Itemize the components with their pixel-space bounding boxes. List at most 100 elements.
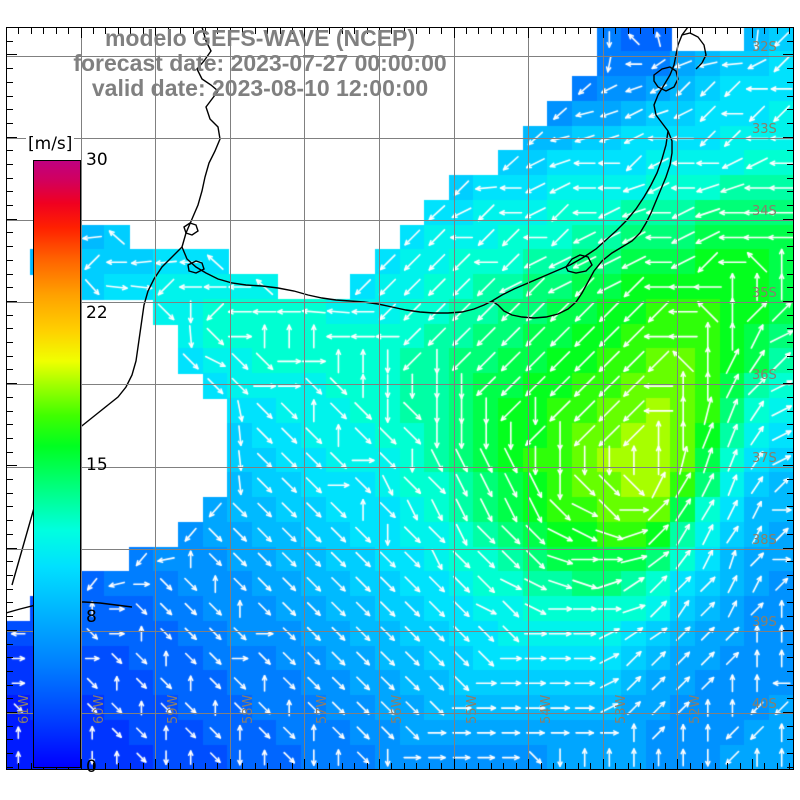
axis-tick-left (6, 465, 17, 466)
longitude-label: 52W (688, 694, 703, 724)
gridline-latitude (6, 384, 794, 385)
axis-tick-left (6, 657, 13, 658)
gridline-longitude (155, 27, 156, 770)
axis-tick-right (787, 109, 794, 110)
axis-tick-bottom (267, 763, 268, 770)
axis-tick-left (6, 68, 13, 69)
gridline-longitude (304, 27, 305, 770)
axis-tick-left (6, 479, 13, 480)
axis-tick-bottom (702, 763, 703, 770)
axis-tick-right (787, 452, 794, 453)
axis-tick-top (478, 27, 479, 34)
axis-tick-left (6, 328, 13, 329)
axis-tick-left (6, 438, 13, 439)
axis-tick-top (105, 27, 106, 34)
axis-tick-top (740, 27, 741, 34)
axis-tick-top (193, 27, 194, 34)
axis-tick-top (404, 27, 405, 34)
axis-tick-left (6, 698, 13, 699)
axis-tick-left (6, 82, 13, 83)
axis-tick-right (787, 411, 794, 412)
latitude-label: 39S (752, 615, 777, 630)
axis-tick-left (6, 178, 13, 179)
axis-tick-left (6, 767, 13, 768)
axis-tick-left (6, 726, 13, 727)
axis-tick-right (787, 589, 794, 590)
axis-tick-top (6, 27, 7, 38)
axis-tick-top (615, 27, 616, 34)
axis-tick-bottom (628, 763, 629, 770)
axis-tick-bottom (31, 763, 32, 770)
axis-tick-top (242, 27, 243, 34)
gridline-latitude (6, 56, 794, 57)
axis-tick-right (787, 397, 794, 398)
longitude-label: 59W (166, 694, 181, 724)
axis-tick-top (590, 27, 591, 34)
axis-tick-right (783, 219, 794, 220)
axis-tick-bottom (441, 763, 442, 770)
axis-tick-bottom (143, 763, 144, 770)
axis-tick-bottom (764, 763, 765, 770)
axis-tick-bottom (317, 763, 318, 770)
axis-tick-top (603, 27, 604, 38)
axis-tick-right (787, 68, 794, 69)
axis-tick-bottom (379, 759, 380, 770)
axis-tick-right (787, 178, 794, 179)
axis-tick-top (516, 27, 517, 34)
axis-tick-top (690, 27, 691, 34)
axis-tick-top (217, 27, 218, 34)
axis-tick-left (6, 493, 13, 494)
axis-tick-bottom (690, 763, 691, 770)
axis-tick-bottom (565, 763, 566, 770)
axis-tick-bottom (491, 763, 492, 770)
axis-tick-left (6, 315, 13, 316)
axis-tick-bottom (168, 763, 169, 770)
axis-tick-right (783, 712, 794, 713)
axis-tick-bottom (478, 763, 479, 770)
axis-tick-left (6, 356, 13, 357)
axis-tick-left (6, 616, 13, 617)
axis-tick-left (6, 739, 13, 740)
axis-tick-right (787, 739, 794, 740)
axis-tick-left (6, 219, 17, 220)
axis-tick-top (280, 27, 281, 34)
axis-tick-top (168, 27, 169, 34)
axis-tick-left (6, 260, 13, 261)
axis-tick-right (787, 82, 794, 83)
axis-tick-top (43, 27, 44, 34)
gridline-longitude (454, 27, 455, 770)
axis-tick-right (783, 383, 794, 384)
axis-tick-left (6, 520, 13, 521)
axis-tick-left (6, 342, 13, 343)
axis-tick-top (503, 27, 504, 34)
axis-tick-top (342, 27, 343, 34)
gridline-latitude (6, 713, 794, 714)
axis-tick-top (329, 27, 330, 34)
axis-tick-top (230, 27, 231, 38)
axis-tick-top (702, 27, 703, 34)
latitude-label: 40S (752, 697, 777, 712)
axis-tick-bottom (193, 763, 194, 770)
map-plot-area[interactable]: 61W 60W 59W 58W 57W 56W 55W 54W 53W 52W 32S 33S 34S 3… (6, 27, 794, 770)
axis-tick-left (6, 534, 13, 535)
axis-tick-right (787, 96, 794, 97)
axis-tick-bottom (329, 763, 330, 770)
latitude-label: 38S (752, 533, 777, 548)
axis-tick-right (787, 438, 794, 439)
axis-tick-right (787, 616, 794, 617)
axis-tick-left (6, 109, 13, 110)
axis-tick-bottom (280, 763, 281, 770)
axis-tick-top (665, 27, 666, 34)
gridline-latitude (6, 631, 794, 632)
gridline-latitude (6, 549, 794, 550)
axis-tick-right (787, 479, 794, 480)
longitude-label: 58W (241, 694, 256, 724)
axis-tick-bottom (665, 763, 666, 770)
latitude-label: 37S (752, 451, 777, 466)
colorbar[interactable] (33, 160, 81, 768)
axis-tick-bottom (292, 763, 293, 770)
axis-tick-bottom (429, 763, 430, 770)
axis-tick-bottom (217, 763, 218, 770)
axis-tick-right (787, 150, 794, 151)
